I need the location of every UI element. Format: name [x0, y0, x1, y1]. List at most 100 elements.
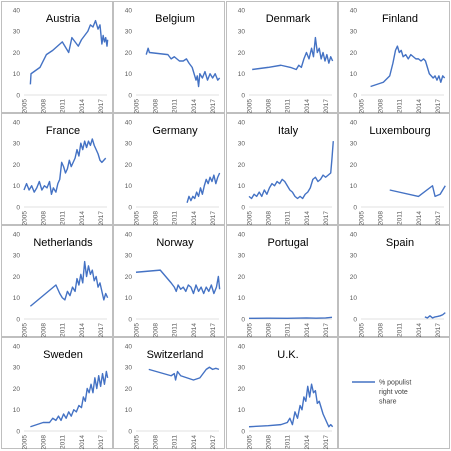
x-tick-label: 2008: [40, 323, 47, 338]
x-tick-label: 2005: [246, 323, 253, 338]
x-tick-label: 2005: [21, 435, 28, 450]
series-line: [248, 316, 333, 320]
x-tick-label: 2017: [210, 99, 217, 114]
y-tick-label: 10: [238, 71, 246, 78]
panel-border: [226, 337, 338, 449]
series-line: [148, 366, 220, 381]
panel-border: [1, 113, 113, 225]
x-tick-label: 2008: [377, 99, 384, 114]
series-line: [30, 370, 109, 428]
x-tick-label: 2014: [79, 211, 86, 226]
y-tick-label: 0: [128, 428, 132, 435]
panel-switzerland: 0 10 20 30 40 2005 2008 2011 2014 2017 Switzerland: [113, 337, 225, 450]
legend-label-line: right vote: [379, 389, 408, 396]
y-tick-label: 20: [125, 274, 133, 281]
y-tick-label: 10: [238, 183, 246, 190]
panel-title: Spain: [386, 237, 414, 249]
x-tick-label: 2011: [172, 211, 179, 225]
x-tick-label: 2011: [397, 99, 404, 113]
x-tick-label: 2008: [265, 435, 272, 450]
x-tick-label: 2005: [246, 211, 253, 226]
x-tick-label: 2014: [416, 99, 423, 114]
y-tick-label: 0: [353, 204, 357, 211]
y-tick-label: 0: [16, 428, 20, 435]
x-tick-label: 2008: [152, 323, 159, 338]
y-tick-label: 40: [350, 7, 358, 14]
panel-border: [338, 113, 450, 225]
x-tick-label: 2005: [133, 323, 140, 338]
y-tick-label: 40: [238, 343, 246, 350]
panel-border: [338, 1, 450, 113]
y-tick-label: 10: [350, 183, 358, 190]
x-tick-label: 2017: [435, 99, 442, 114]
y-tick-label: 30: [238, 29, 246, 36]
y-tick-label: 40: [125, 7, 133, 14]
panel-title: Finland: [382, 13, 418, 25]
x-tick-label: 2017: [323, 99, 330, 114]
panel-portugal: 0 10 20 30 40 2005 2008 2011 2014 2017 Portugal: [226, 225, 338, 338]
panel-spain: 0 10 20 30 40 2005 2008 2011 2014 2017 Spain: [338, 225, 450, 337]
y-tick-label: 0: [353, 92, 357, 99]
y-tick-label: 20: [125, 386, 133, 393]
panel-border: [1, 1, 113, 113]
panel-title: Austria: [46, 13, 81, 25]
panel-title: Sweden: [43, 349, 83, 361]
y-tick-label: 30: [125, 141, 133, 148]
x-tick-label: 2014: [79, 323, 86, 338]
y-tick-label: 40: [238, 119, 246, 126]
y-tick-label: 30: [125, 253, 133, 260]
x-tick-label: 2005: [21, 211, 28, 226]
y-tick-label: 30: [13, 141, 21, 148]
panel-border: [226, 113, 338, 225]
panel-finland: 0 10 20 30 40 2005 2008 2011 2014 2017 Finland: [338, 1, 450, 114]
panel-title: Switzerland: [147, 349, 204, 361]
series-line: [135, 269, 221, 295]
y-tick-label: 30: [238, 141, 246, 148]
y-tick-label: 10: [238, 295, 246, 302]
series-line: [145, 47, 221, 88]
x-tick-label: 2017: [323, 211, 330, 226]
x-tick-label: 2005: [133, 211, 140, 226]
y-tick-label: 0: [128, 204, 132, 211]
y-tick-label: 20: [13, 274, 21, 281]
y-tick-label: 30: [350, 141, 358, 148]
x-tick-label: 2017: [435, 211, 442, 226]
y-tick-label: 30: [238, 253, 246, 260]
x-tick-label: 2008: [265, 99, 272, 114]
x-tick-label: 2011: [60, 211, 67, 225]
panel-u-k: 0 10 20 30 40 2005 2008 2011 2014 2017 U.K.: [226, 337, 338, 450]
y-tick-label: 40: [350, 231, 358, 238]
x-tick-label: 2014: [304, 323, 311, 338]
panel-border: [1, 225, 113, 337]
y-tick-label: 30: [13, 253, 21, 260]
y-tick-label: 0: [241, 92, 245, 99]
y-tick-label: 30: [125, 29, 133, 36]
y-tick-label: 40: [125, 231, 133, 238]
panel-luxembourg: 0 10 20 30 40 2005 2008 2011 2014 2017 Luxembourg: [338, 113, 450, 226]
x-tick-label: 2017: [210, 211, 217, 226]
series-line: [186, 172, 221, 203]
y-tick-label: 40: [238, 7, 246, 14]
panel-title: Denmark: [266, 13, 311, 25]
y-tick-label: 20: [350, 274, 358, 281]
y-tick-label: 20: [13, 386, 21, 393]
x-tick-label: 2005: [133, 435, 140, 450]
y-tick-label: 10: [125, 183, 133, 190]
y-tick-label: 20: [238, 162, 246, 169]
x-tick-label: 2011: [397, 211, 404, 225]
x-tick-label: 2005: [358, 211, 365, 226]
panel-border: [113, 225, 225, 337]
series-line: [252, 36, 334, 71]
panel-sweden: 0 10 20 30 40 2005 2008 2011 2014 2017 Sweden: [1, 337, 113, 450]
panel-title: Belgium: [155, 13, 195, 25]
y-tick-label: 40: [350, 119, 358, 126]
y-tick-label: 20: [238, 386, 246, 393]
panel-border: [226, 1, 338, 113]
y-tick-label: 10: [125, 407, 133, 414]
panel-border: [113, 337, 225, 449]
panel-norway: 0 10 20 30 40 2005 2008 2011 2014 2017 Norway: [113, 225, 225, 338]
x-tick-label: 2008: [40, 211, 47, 226]
x-tick-label: 2017: [210, 323, 217, 338]
